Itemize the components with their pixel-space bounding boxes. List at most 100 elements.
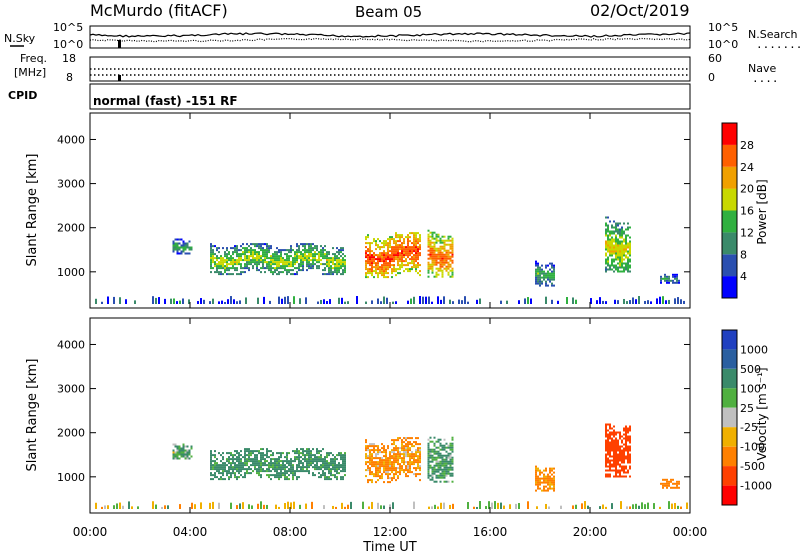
velocity-echo-cell xyxy=(607,449,609,452)
power-echo-cell xyxy=(260,257,262,260)
velocity-echo-cell xyxy=(427,448,430,451)
velocity-echo-cell xyxy=(340,476,342,479)
power-echo-cell xyxy=(226,269,228,272)
power-echo-cell xyxy=(405,268,407,271)
velocity-echo-cell xyxy=(369,463,371,466)
power-echo-cell xyxy=(609,250,611,253)
velocity-echo-cell xyxy=(367,445,369,448)
velocity-echo-cell xyxy=(537,477,539,480)
power-echo-cell xyxy=(240,253,242,256)
velocity-ground-cell xyxy=(626,506,628,509)
velocity-echo-cell xyxy=(409,449,411,452)
velocity-echo-cell xyxy=(314,468,316,471)
power-echo-cell xyxy=(615,222,617,225)
velocity-echo-cell xyxy=(326,466,328,469)
velocity-echo-cell xyxy=(617,439,619,442)
velocity-echo-cell xyxy=(545,477,547,480)
power-echo-cell xyxy=(246,247,248,250)
velocity-echo-cell xyxy=(383,455,385,458)
velocity-echo-cell xyxy=(615,471,617,474)
power-echo-cell xyxy=(276,251,278,254)
velocity-echo-cell xyxy=(613,425,615,428)
power-echo-cell xyxy=(431,271,434,274)
power-echo-cell xyxy=(391,264,393,267)
velocity-echo-cell xyxy=(214,454,216,457)
power-echo-cell xyxy=(427,235,430,238)
power-echo-cell xyxy=(240,263,242,266)
velocity-echo-cell xyxy=(228,452,230,455)
velocity-echo-cell xyxy=(308,448,310,451)
power-echo-cell xyxy=(260,247,262,250)
power-echo-cell xyxy=(186,252,189,255)
velocity-echo-cell xyxy=(379,467,381,470)
velocity-echo-cell xyxy=(322,460,324,463)
velocity-echo-cell xyxy=(401,439,403,442)
velocity-echo-cell xyxy=(443,470,446,473)
velocity-ground-cell xyxy=(440,502,442,509)
velocity-echo-cell xyxy=(338,468,340,471)
velocity-echo-cell xyxy=(627,439,629,442)
power-echo-cell xyxy=(427,249,430,252)
velocity-echo-cell xyxy=(407,441,409,444)
power-echo-cell xyxy=(625,236,627,239)
power-echo-cell xyxy=(334,271,336,274)
velocity-echo-cell xyxy=(553,485,555,488)
power-echo-cell xyxy=(214,263,216,266)
velocity-echo-cell xyxy=(314,464,316,467)
power-echo-cell xyxy=(407,240,409,243)
power-echo-cell xyxy=(611,250,613,253)
power-echo-cell xyxy=(236,249,238,252)
power-echo-cell xyxy=(336,273,338,276)
velocity-echo-cell xyxy=(286,456,288,459)
power-echo-cell xyxy=(629,250,631,253)
velocity-echo-cell xyxy=(619,431,621,434)
velocity-echo-cell xyxy=(445,470,448,473)
velocity-echo-cell xyxy=(232,466,234,469)
velocity-echo-cell xyxy=(605,431,607,434)
velocity-echo-cell xyxy=(367,457,369,460)
velocity-echo-cell xyxy=(627,435,629,438)
velocity-echo-cell xyxy=(535,473,537,476)
velocity-echo-cell xyxy=(186,449,189,452)
power-echo-cell xyxy=(224,271,226,274)
power-echo-cell xyxy=(252,259,254,262)
power-echo-cell xyxy=(278,267,280,270)
power-echo-cell xyxy=(322,247,324,250)
power-echo-cell xyxy=(617,222,619,225)
velocity-echo-cell xyxy=(419,447,421,450)
velocity-echo-cell xyxy=(236,458,238,461)
noise-marker xyxy=(118,40,121,48)
power-echo-cell xyxy=(621,236,623,239)
power-echo-cell xyxy=(443,241,446,244)
power-echo-cell xyxy=(258,259,260,262)
velocity-echo-cell xyxy=(172,453,175,456)
velocity-echo-cell xyxy=(218,468,220,471)
velocity-echo-cell xyxy=(310,456,312,459)
power-echo-cell xyxy=(611,268,613,271)
power-echo-cell xyxy=(375,240,377,243)
velocity-echo-cell xyxy=(615,451,617,454)
power-echo-cell xyxy=(260,261,262,264)
power-echo-cell xyxy=(393,266,395,269)
velocity-echo-cell xyxy=(210,464,212,467)
velocity-echo-cell xyxy=(268,474,270,477)
velocity-echo-cell xyxy=(310,450,312,453)
velocity-echo-cell xyxy=(391,467,393,470)
velocity-echo-cell xyxy=(258,462,260,465)
velocity-echo-cell xyxy=(314,456,316,459)
velocity-echo-cell xyxy=(246,470,248,473)
power-echo-cell xyxy=(447,253,450,256)
power-echo-cell xyxy=(210,267,212,270)
velocity-echo-cell xyxy=(403,449,405,452)
power-ground-cell xyxy=(212,298,214,304)
power-echo-cell xyxy=(415,252,417,255)
power-echo-cell xyxy=(222,267,224,270)
power-ground-cell xyxy=(614,299,616,304)
power-echo-cell xyxy=(342,257,344,260)
velocity-echo-cell xyxy=(623,453,625,456)
power-echo-cell xyxy=(256,269,258,272)
velocity-echo-cell xyxy=(274,470,276,473)
power-echo-cell xyxy=(218,263,220,266)
power-echo-cell xyxy=(539,278,541,281)
velocity-echo-cell xyxy=(613,443,615,446)
